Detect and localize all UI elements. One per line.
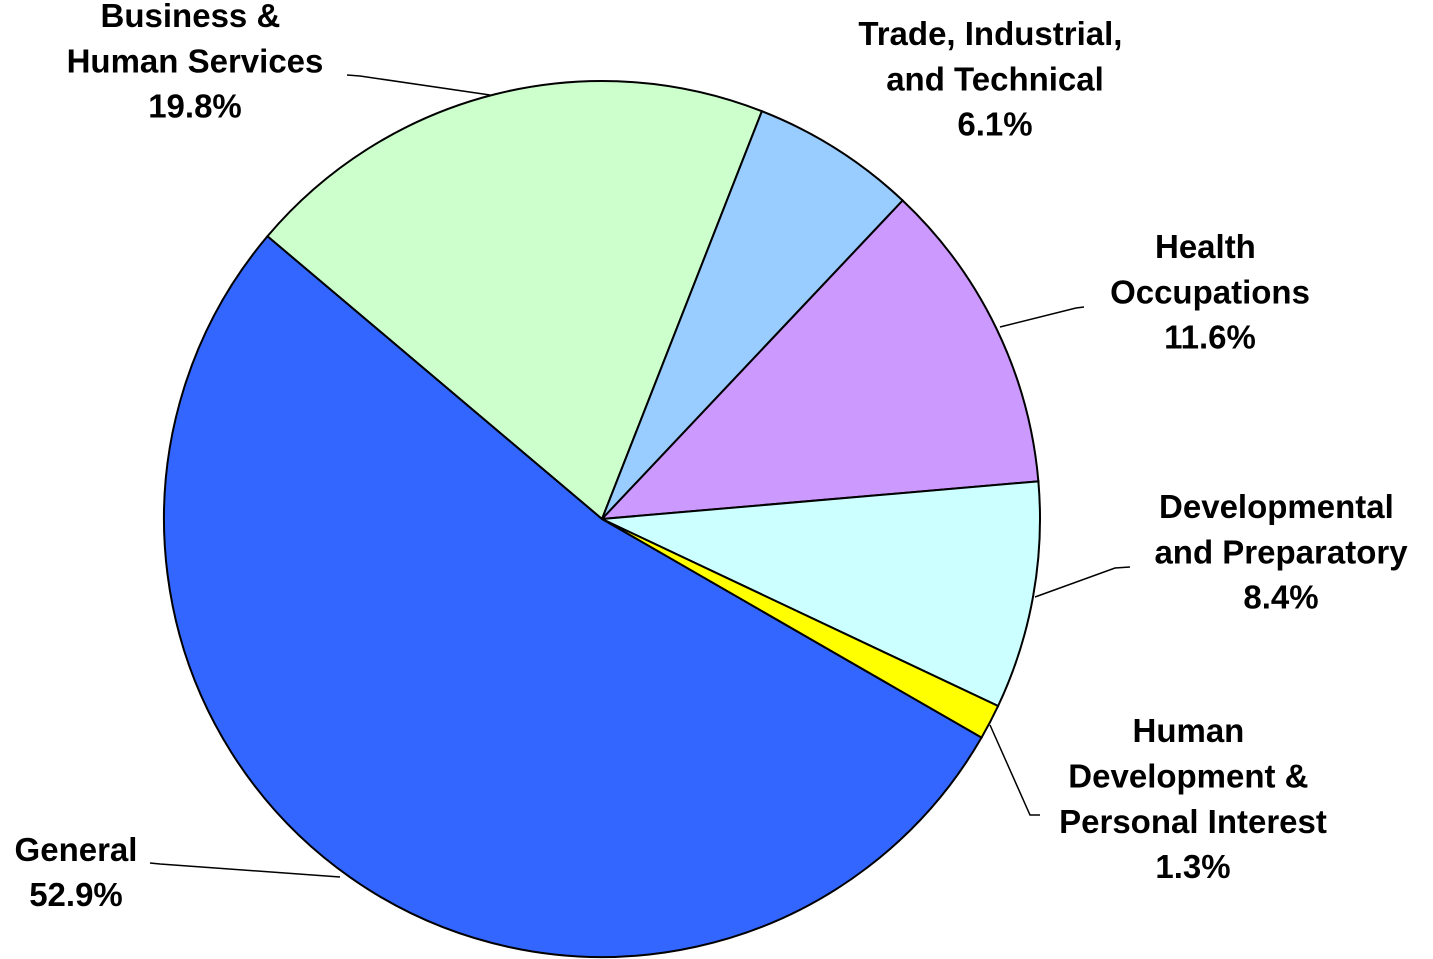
slice <box>163 234 983 958</box>
slice-label: Developmental and Preparatory <box>1154 488 1408 571</box>
leader-line <box>346 74 491 96</box>
label-line: Developmental <box>1159 488 1403 525</box>
label-line: and Technical <box>886 60 1104 97</box>
label-line: General <box>15 831 138 868</box>
slice-value-label: 52.9% <box>29 876 123 913</box>
slice-value-label: 11.6% <box>1164 319 1256 356</box>
label-line: Development & <box>1068 757 1317 794</box>
slice <box>599 199 1040 521</box>
slice <box>601 109 905 520</box>
leader-line <box>149 862 341 878</box>
label-line: Trade, Industrial, <box>858 15 1131 52</box>
label-line: Business & <box>101 0 290 34</box>
slice-label: Trade, Industrial, and Technical <box>858 15 1131 98</box>
label-line: Human Services <box>67 42 324 79</box>
slice-label: Health Occupations <box>1110 228 1310 311</box>
slice-value-label: 8.4% <box>1243 579 1318 616</box>
slice-value-label: 19.8% <box>148 88 242 125</box>
label-line: Health <box>1155 228 1265 265</box>
slice-label: Business & Human Services <box>67 0 324 79</box>
label-line: Personal Interest <box>1059 803 1327 840</box>
leader-line <box>989 724 1040 816</box>
leader-lines <box>149 74 1131 878</box>
slice <box>266 80 764 521</box>
leader-line <box>1034 566 1131 598</box>
slice-label: Human Development & Personal Interest <box>1059 712 1327 840</box>
leader-line <box>999 306 1085 328</box>
slice-label: General <box>15 831 138 868</box>
slices <box>163 80 1041 958</box>
label-line: and Preparatory <box>1154 533 1408 570</box>
slice-value-label: 1.3% <box>1155 848 1230 885</box>
label-line: Human <box>1132 712 1253 749</box>
slice <box>598 480 1041 708</box>
slice-value-label: 6.1% <box>957 106 1032 143</box>
label-line: Occupations <box>1110 273 1310 310</box>
